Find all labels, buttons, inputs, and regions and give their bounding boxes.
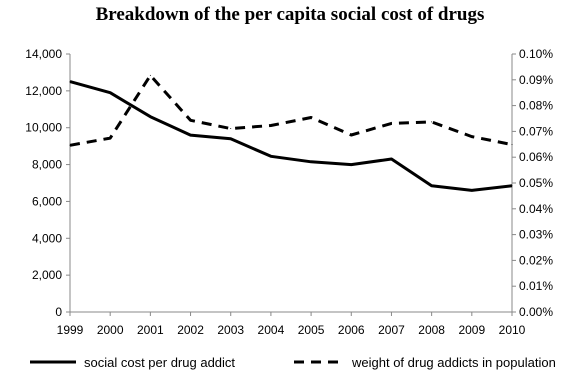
- x-tick-label: 2005: [298, 323, 325, 337]
- social-cost-point-1999: [69, 81, 71, 83]
- social-cost-point-2006: [350, 164, 352, 166]
- series-line-addict-weight: [69, 73, 513, 147]
- chart-title: Breakdown of the per capita social cost …: [95, 4, 485, 25]
- right-tick-label: 0.03%: [519, 228, 553, 242]
- addict-weight-point-2001: [149, 74, 151, 76]
- addict-weight-point-2002: [190, 119, 192, 121]
- x-tick-label: 2003: [217, 323, 244, 337]
- right-tick-label: 0.01%: [519, 279, 553, 293]
- right-axis-ticks: 0.00% 0.01% 0.02% 0.03% 0.04% 0.05% 0.06% 0.07%…: [512, 47, 553, 319]
- social-cost-point-2004: [270, 155, 272, 157]
- left-tick-label: 0: [55, 305, 62, 319]
- addict-weight-point-2006: [350, 134, 352, 136]
- social-cost-point-2001: [149, 116, 151, 118]
- right-tick-label: 0.04%: [519, 202, 553, 216]
- addict-weight-point-1999: [69, 144, 71, 146]
- addict-weight-point-2000: [109, 137, 111, 139]
- social-cost-point-2005: [310, 161, 312, 163]
- left-tick-label: 14,000: [25, 47, 62, 61]
- addict-weight-point-2010: [511, 144, 513, 146]
- social-cost-point-2003: [230, 138, 232, 140]
- left-tick-label: 10,000: [25, 121, 62, 135]
- chart-legend: social cost per drug addict weight of dru…: [30, 355, 556, 370]
- x-axis-ticks: 1999 2000 2001 2002 2003 2004 2005 2006 2007 2008…: [57, 312, 526, 337]
- social-cost-point-2008: [431, 185, 433, 187]
- addict-weight-point-2007: [390, 122, 392, 124]
- x-tick-label: 2007: [378, 323, 405, 337]
- x-tick-label: 2002: [177, 323, 204, 337]
- right-tick-label: 0.10%: [519, 47, 553, 61]
- right-tick-label: 0.07%: [519, 124, 553, 138]
- legend-label-addict-weight: weight of drug addicts in population: [351, 355, 556, 370]
- x-tick-label: 2000: [97, 323, 124, 337]
- x-tick-label: 2001: [137, 323, 164, 337]
- social-cost-point-2010: [511, 185, 513, 187]
- x-tick-label: 2006: [338, 323, 365, 337]
- social-cost-point-2000: [109, 92, 111, 94]
- series-line-social-cost: [69, 80, 513, 192]
- left-tick-label: 12,000: [25, 84, 62, 98]
- left-axis-ticks: 0 2,000 4,000 6,000 8,000 10,000 12,000 14,000: [25, 47, 70, 319]
- addict-weight-point-2003: [230, 128, 232, 130]
- x-tick-label: 2008: [418, 323, 445, 337]
- chart-series: [69, 73, 513, 192]
- social-cost-point-2007: [390, 158, 392, 160]
- addict-weight-point-2008: [431, 121, 433, 123]
- left-tick-label: 8,000: [32, 158, 62, 172]
- right-tick-label: 0.09%: [519, 73, 553, 87]
- right-tick-label: 0.05%: [519, 176, 553, 190]
- right-tick-label: 0.02%: [519, 253, 553, 267]
- legend-label-social-cost: social cost per drug addict: [84, 355, 235, 370]
- addict-weight-point-2005: [310, 116, 312, 118]
- chart-axes: [69, 54, 513, 313]
- right-tick-label: 0.08%: [519, 99, 553, 113]
- x-tick-label: 1999: [57, 323, 84, 337]
- x-tick-label: 2010: [499, 323, 526, 337]
- addict-weight-point-2004: [270, 124, 272, 126]
- left-tick-label: 4,000: [32, 231, 62, 245]
- social-cost-point-2002: [190, 134, 192, 136]
- left-tick-label: 2,000: [32, 268, 62, 282]
- right-tick-label: 0.00%: [519, 305, 553, 319]
- social-cost-point-2009: [471, 189, 473, 191]
- x-tick-label: 2009: [458, 323, 485, 337]
- x-tick-label: 2004: [258, 323, 285, 337]
- addict-weight-point-2009: [471, 136, 473, 138]
- right-tick-label: 0.06%: [519, 150, 553, 164]
- left-tick-label: 6,000: [32, 194, 62, 208]
